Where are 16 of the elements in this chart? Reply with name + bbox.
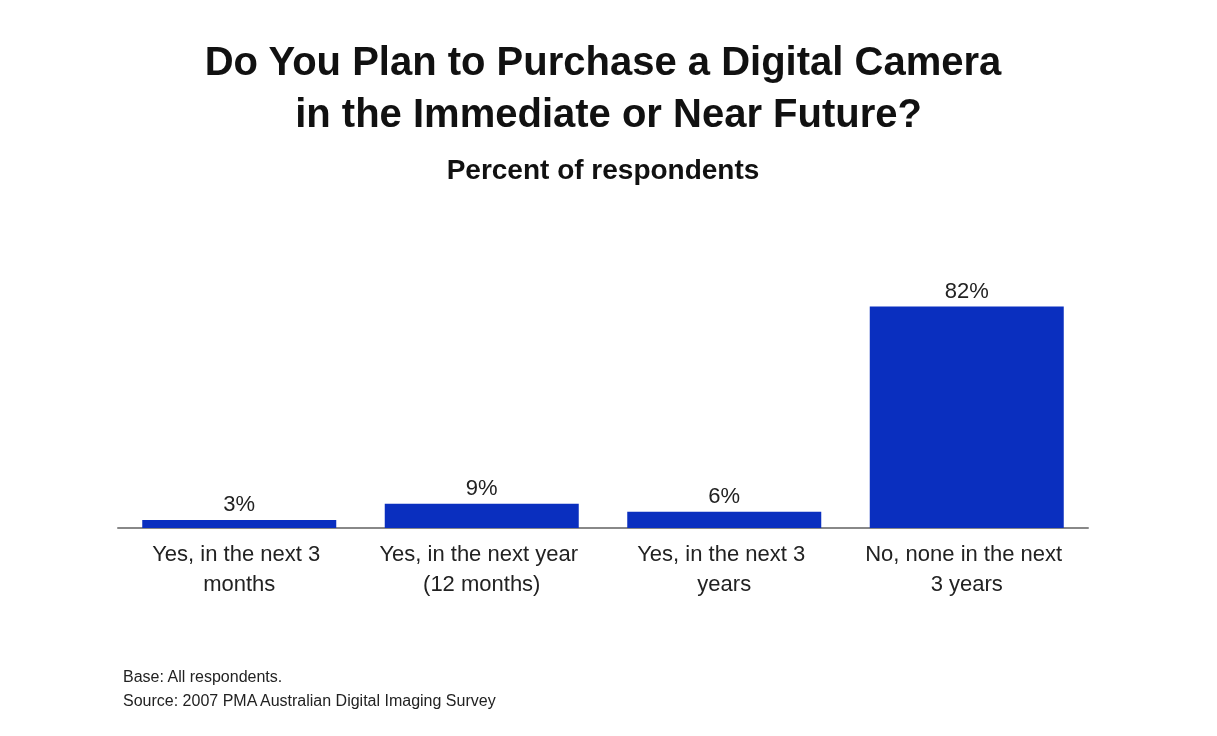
x-tick-label: No, none in the next 3 years (865, 540, 1069, 596)
x-tick-label: Yes, in the next 3 months (152, 540, 327, 596)
chart-subtitle: Percent of respondents (446, 153, 760, 185)
bar (384, 503, 579, 528)
source-note: Source: 2007 PMA Australian Digital Imaging Survey (123, 691, 496, 709)
data-label: 6% (708, 483, 741, 509)
data-label: 82% (944, 278, 989, 304)
bar (869, 306, 1064, 528)
chart-title: Do You Plan to Purchase a Digital Camera in the Immediate or Near Future? (204, 39, 1003, 135)
bar (142, 519, 337, 528)
x-tick-label: Yes, in the next year (12 months) (379, 540, 585, 596)
data-label: 9% (465, 475, 498, 501)
bar (627, 511, 822, 528)
data-label: 3% (223, 491, 256, 517)
text: Base: All respondents. (123, 667, 283, 685)
x-tick-label: Yes, in the next 3 years (637, 540, 812, 596)
